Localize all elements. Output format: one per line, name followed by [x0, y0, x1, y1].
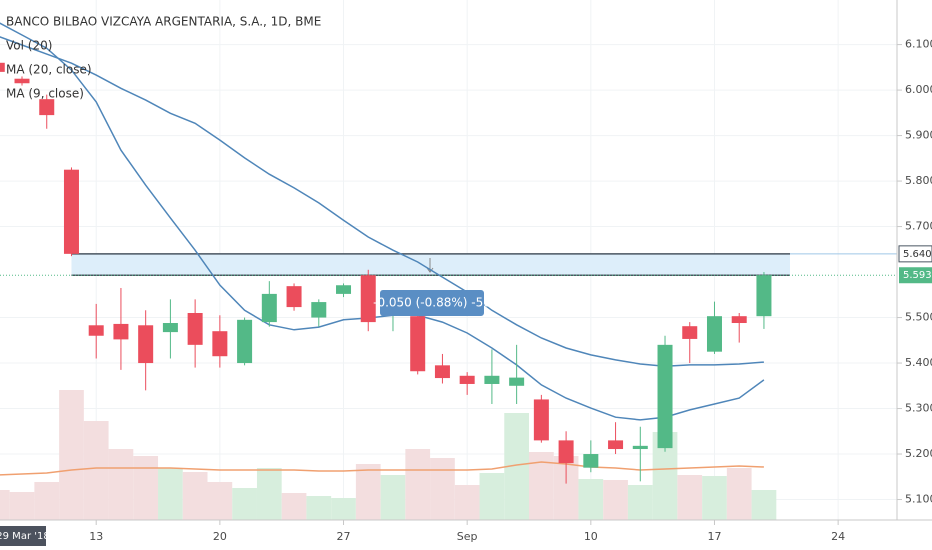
x-tick-label: 24: [831, 530, 845, 543]
y-tick-label: 6.100: [905, 38, 932, 51]
candle-body: [706, 316, 722, 352]
volume-bar: [108, 449, 134, 520]
x-tick-label: 20: [213, 530, 227, 543]
volume-bar: [256, 468, 282, 520]
candle-body: [756, 275, 772, 317]
volume-bar: [578, 479, 604, 520]
x-tick-label: 27: [337, 530, 351, 543]
chart-title: BANCO BILBAO VIZCAYA ARGENTARIA, S.A., 1…: [6, 15, 321, 29]
x-tick-label: 17: [707, 530, 721, 543]
candle-body: [583, 454, 599, 468]
candle-body: [509, 377, 525, 386]
cursor-date-box: [0, 526, 46, 546]
x-tick-label: Sep: [457, 530, 478, 543]
candle-body: [558, 440, 574, 464]
y-tick-label: 5.500: [905, 311, 932, 324]
volume-bar: [405, 449, 431, 520]
zone-rect: [71, 253, 790, 276]
y-tick-label: 5.800: [905, 174, 932, 187]
candle-body: [237, 319, 253, 364]
candle-body: [731, 316, 747, 324]
volume-bar: [59, 390, 84, 520]
legend-ma9: MA (9, close): [6, 87, 84, 101]
candle-body: [138, 325, 154, 364]
candle-body: [410, 316, 426, 372]
y-tick-label: 5.100: [905, 493, 932, 506]
candle-body: [187, 313, 203, 345]
candle-body: [286, 286, 302, 308]
x-tick-label: 10: [584, 530, 598, 543]
candle-body: [533, 399, 549, 441]
y-tick-label: 5.200: [905, 447, 932, 460]
candle-body: [459, 375, 475, 384]
candle-body: [63, 169, 79, 254]
axes: 5.100 5.200 5.300 5.400 5.500 5.700 5.800 5.900…: [89, 38, 932, 543]
candle-body: [212, 331, 228, 357]
volume-bar: [677, 475, 703, 520]
volume-bar: [726, 468, 752, 520]
y-tick-label: 5.700: [905, 220, 932, 233]
volume-bar: [133, 456, 159, 520]
measure-label: -0.050 (-0.88%) -50: [373, 296, 491, 310]
x-tick-label: 13: [89, 530, 103, 543]
volume-bar: [306, 496, 332, 520]
zone-price-label: 5.640: [903, 249, 932, 260]
volume-bar: [479, 473, 505, 520]
plot-area: [0, 22, 897, 520]
candle-body: [434, 365, 450, 379]
candle-body: [360, 275, 376, 323]
volume-bar: [207, 482, 233, 520]
candle-body: [336, 285, 352, 294]
volume-bar: [232, 488, 257, 520]
candle-body: [113, 323, 129, 340]
legend-ma20: MA (20, close): [6, 63, 92, 77]
y-tick-label: 5.400: [905, 356, 932, 369]
volume-bar: [355, 464, 381, 520]
candle-body: [484, 375, 500, 384]
ma-line: [0, 22, 765, 421]
volume-bar: [751, 490, 777, 520]
y-tick-label: 5.300: [905, 402, 932, 415]
volume-bar: [158, 468, 183, 520]
volume-bar: [430, 458, 455, 520]
volume-bar: [454, 485, 480, 520]
candle-body: [14, 78, 30, 84]
volume-bar: [281, 493, 307, 520]
volume-bar: [603, 480, 628, 520]
candle-body: [39, 99, 55, 116]
candle-body: [632, 445, 648, 450]
volume-bar: [0, 490, 10, 520]
measure-tooltip: [380, 290, 484, 316]
y-tick-label: 6.000: [905, 83, 932, 96]
candle-body: [311, 302, 327, 318]
zone-price-box: [898, 245, 932, 263]
legend-volume: Vol (20): [6, 39, 52, 53]
candle-body: [657, 344, 673, 449]
candle-body: [261, 293, 277, 323]
volume-bar: [380, 475, 406, 520]
candle-body: [608, 440, 624, 450]
candle-body: [162, 323, 178, 333]
candle-body: [0, 62, 5, 72]
last-price-box: [899, 267, 932, 284]
volume-bar: [182, 472, 208, 520]
volume-bar: [9, 492, 35, 520]
volume-bar: [331, 498, 356, 520]
volume-bar: [702, 476, 727, 520]
volume-ma-line: [0, 461, 764, 476]
y-tick-label: 5.900: [905, 129, 932, 142]
cursor-date: 29 Mar '18: [0, 531, 50, 542]
volume-bar: [34, 482, 60, 520]
last-price-label: 5.593: [903, 270, 932, 281]
candle-body: [682, 326, 698, 339]
volume-bar: [83, 421, 109, 520]
ma-line: [0, 36, 764, 367]
volume-bar: [627, 485, 653, 520]
candle-body: [88, 325, 104, 336]
